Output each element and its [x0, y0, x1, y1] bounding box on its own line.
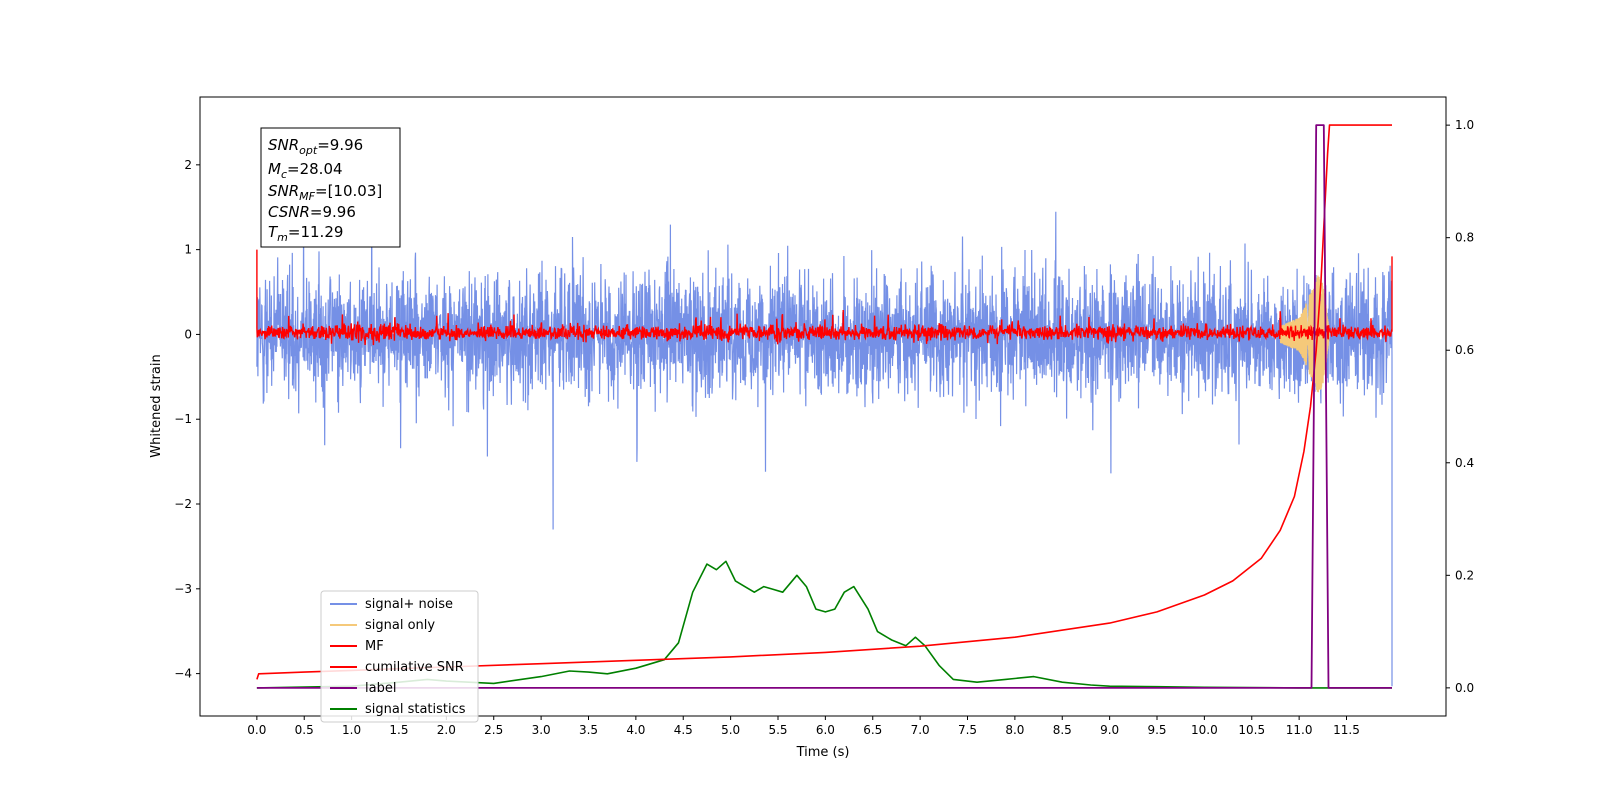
x-tick-label: 10.0	[1191, 723, 1218, 737]
series-signal-statistics	[256, 560, 1392, 689]
axes-frame	[199, 96, 1447, 717]
x-tick-label: 8.5	[1053, 723, 1072, 737]
x-tick-label: 0.0	[247, 723, 266, 737]
x-tick-label: 7.0	[911, 723, 930, 737]
x-tick-label: 1.0	[342, 723, 361, 737]
annotation-box: SNRopt=9.96 Mc=28.04 SNRMF=[10.03] CSNR=…	[260, 127, 401, 248]
x-tick-label: 11.5	[1333, 723, 1360, 737]
legend-item-mf: MF	[330, 639, 384, 654]
series-signal-noise	[256, 195, 1393, 687]
legend-item-signal-only: signal only	[330, 618, 435, 633]
y-axis-ticks: 2 1 0 −1 −2 −3 −4	[174, 158, 200, 681]
x-tick-label: 6.5	[863, 723, 882, 737]
x-axis-ticks: 0.0 0.5 1.0 1.5 2.0 2.5 3.0 3.5 4.0 4.5 5.0 5.5 6.0 6…	[247, 716, 1360, 737]
x-tick-label: 8.0	[1005, 723, 1024, 737]
svg-text:MF: MF	[365, 639, 384, 654]
legend-item-label: label	[330, 681, 396, 696]
x-tick-label: 6.0	[816, 723, 835, 737]
y2-tick-label: 0.4	[1455, 456, 1474, 470]
annotation-tm: Tm=11.29	[268, 223, 343, 244]
svg-text:cumilative SNR: cumilative SNR	[365, 660, 464, 675]
svg-text:signal only: signal only	[365, 618, 435, 633]
x-tick-label: 4.5	[674, 723, 693, 737]
series-mf	[256, 249, 1393, 346]
annotation-mc: Mc=28.04	[268, 160, 343, 181]
x-tick-label: 4.0	[626, 723, 645, 737]
x-tick-label: 3.5	[579, 723, 598, 737]
x-tick-label: 7.5	[958, 723, 977, 737]
y2-axis-ticks: 1.0 0.8 0.6 0.4 0.2 0.0	[1446, 118, 1474, 695]
x-tick-label: 9.0	[1100, 723, 1119, 737]
y2-tick-label: 0.0	[1455, 681, 1474, 695]
x-tick-label: 0.5	[295, 723, 314, 737]
y2-tick-label: 0.6	[1455, 343, 1474, 357]
x-tick-label: 2.5	[484, 723, 503, 737]
x-tick-label: 2.0	[437, 723, 456, 737]
y2-tick-label: 0.8	[1455, 231, 1474, 245]
y2-tick-label: 0.2	[1455, 568, 1474, 582]
legend-item-signal-noise: signal+ noise	[330, 597, 453, 612]
y2-tick-label: 1.0	[1455, 118, 1474, 132]
svg-text:signal statistics: signal statistics	[365, 702, 466, 717]
y-tick-label: −3	[174, 582, 192, 596]
x-tick-label: 10.5	[1238, 723, 1265, 737]
x-tick-label: 1.5	[389, 723, 408, 737]
y-tick-label: 0	[184, 327, 192, 341]
x-axis-label: Time (s)	[796, 745, 850, 760]
x-tick-label: 5.0	[721, 723, 740, 737]
legend: signal+ noise signal only MF cumilative …	[320, 590, 479, 723]
y-tick-label: −1	[174, 412, 192, 426]
series-label	[256, 124, 1392, 689]
annotation-snr-opt: SNRopt=9.96	[268, 136, 363, 157]
y-tick-label: −4	[174, 667, 192, 681]
legend-item-cumulative-snr: cumilative SNR	[330, 660, 464, 675]
x-tick-label: 9.5	[1147, 723, 1166, 737]
x-tick-label: 3.0	[532, 723, 551, 737]
x-tick-label: 11.0	[1286, 723, 1313, 737]
svg-text:label: label	[365, 681, 396, 696]
y-tick-label: 1	[184, 243, 192, 257]
legend-item-signal-statistics: signal statistics	[330, 702, 466, 717]
y-axis-label: Whitened strain	[149, 354, 164, 457]
annotation-snr-mf: SNRMF=[10.03]	[268, 182, 382, 203]
y-tick-label: 2	[184, 158, 192, 172]
x-tick-label: 5.5	[768, 723, 787, 737]
y-tick-label: −2	[174, 497, 192, 511]
svg-text:signal+ noise: signal+ noise	[365, 597, 453, 612]
annotation-csnr: CSNR=9.96	[268, 203, 356, 221]
